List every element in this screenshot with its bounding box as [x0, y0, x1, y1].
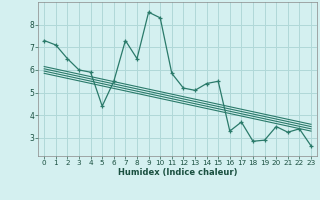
X-axis label: Humidex (Indice chaleur): Humidex (Indice chaleur)	[118, 168, 237, 177]
